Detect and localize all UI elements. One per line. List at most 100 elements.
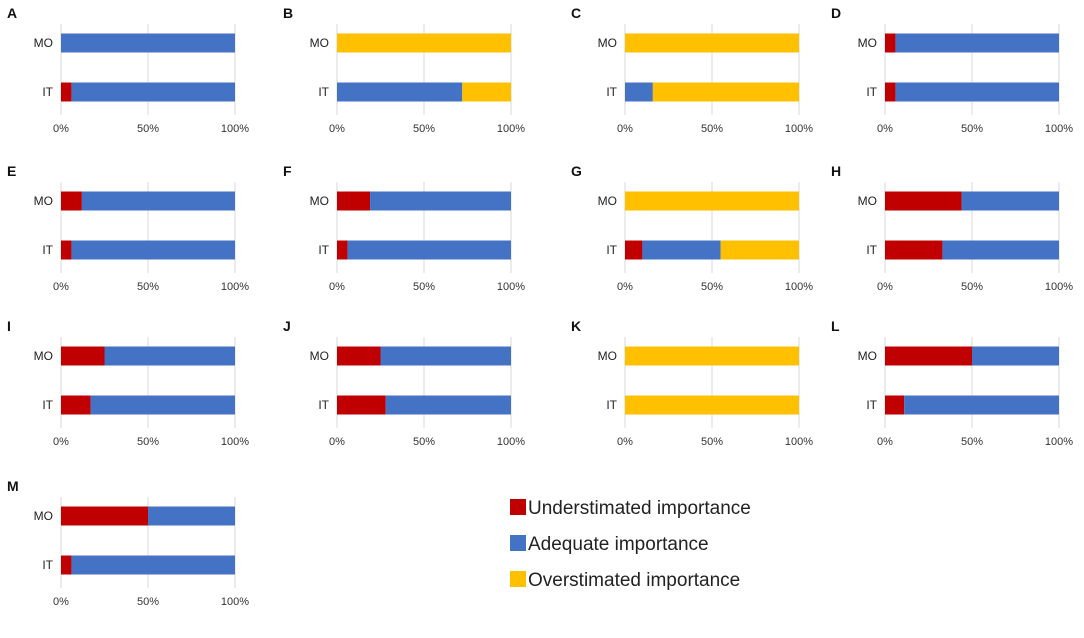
bar-segment-adequate-mo [61, 33, 235, 53]
x-tick-label: 50% [413, 436, 435, 448]
bar-segment-understimated-mo [61, 346, 105, 366]
legend-label-overestimated: Overstimated importance [528, 570, 740, 591]
panel-letter: B [283, 5, 293, 21]
bar-segment-understimated-it [61, 555, 72, 575]
x-tick-label: 0% [53, 281, 69, 293]
category-label-mo: MO [598, 349, 617, 363]
panel-k: K 0% 50% 100% MO IT [571, 318, 813, 448]
x-tick-label: 0% [617, 281, 633, 293]
x-tick-label: 100% [497, 123, 525, 135]
category-label-mo: MO [34, 36, 53, 50]
panel-letter: K [571, 318, 581, 334]
x-tick-label: 50% [137, 596, 159, 608]
x-tick-label: 50% [137, 281, 159, 293]
panel-d: D 0% 50% 100% MO IT [831, 5, 1073, 135]
category-label-mo: MO [34, 349, 53, 363]
panel-g: G 0% 50% 100% MO IT [571, 163, 813, 293]
x-tick-label: 0% [877, 436, 893, 448]
bar-segment-understimated-it [337, 395, 386, 415]
bar-segment-adequate-it [90, 395, 235, 415]
bar-segment-adequate-mo [148, 506, 235, 526]
x-tick-label: 0% [329, 436, 345, 448]
category-label-it: IT [42, 558, 53, 572]
panel-letter: L [831, 318, 840, 334]
x-tick-label: 100% [1045, 436, 1073, 448]
bar-segment-adequate-it [942, 240, 1059, 260]
panel-j: J 0% 50% 100% MO IT [283, 318, 525, 448]
x-tick-label: 50% [701, 281, 723, 293]
panel-letter: G [571, 163, 582, 179]
x-tick-label: 50% [701, 123, 723, 135]
panel-letter: E [7, 163, 16, 179]
category-label-mo: MO [34, 509, 53, 523]
panel-h: H 0% 50% 100% MO IT [831, 163, 1073, 293]
panel-letter: D [831, 5, 841, 21]
x-tick-label: 50% [961, 281, 983, 293]
bar-segment-overestimated-it [462, 82, 511, 102]
x-tick-label: 100% [221, 596, 249, 608]
x-tick-label: 0% [877, 123, 893, 135]
x-tick-label: 0% [329, 123, 345, 135]
category-label-mo: MO [34, 194, 53, 208]
bar-segment-understimated-it [625, 240, 643, 260]
x-tick-label: 50% [137, 123, 159, 135]
category-label-it: IT [42, 243, 53, 257]
category-label-mo: MO [598, 36, 617, 50]
x-tick-label: 0% [53, 436, 69, 448]
bar-segment-adequate-it [71, 240, 235, 260]
panel-a: A 0% 50% 100% MO IT [7, 5, 249, 135]
bar-segment-understimated-it [337, 240, 348, 260]
bar-segment-adequate-it [71, 82, 235, 102]
bar-segment-adequate-mo [972, 346, 1059, 366]
bar-segment-adequate-it [895, 82, 1059, 102]
x-tick-label: 100% [1045, 123, 1073, 135]
x-tick-label: 100% [221, 436, 249, 448]
bar-segment-understimated-mo [61, 191, 82, 211]
x-tick-label: 50% [413, 281, 435, 293]
x-tick-label: 50% [961, 436, 983, 448]
bar-segment-overestimated-it [625, 395, 799, 415]
bar-segment-overestimated-mo [625, 191, 799, 211]
category-label-mo: MO [310, 349, 329, 363]
x-tick-label: 50% [413, 123, 435, 135]
category-label-mo: MO [858, 194, 877, 208]
category-label-it: IT [866, 398, 877, 412]
x-tick-label: 0% [53, 596, 69, 608]
panel-letter: J [283, 318, 291, 334]
bar-segment-understimated-it [885, 82, 896, 102]
bar-segment-adequate-it [904, 395, 1059, 415]
category-label-mo: MO [858, 349, 877, 363]
panel-letter: C [571, 5, 581, 21]
panel-l: L 0% 50% 100% MO IT [831, 318, 1073, 448]
bar-segment-adequate-mo [961, 191, 1059, 211]
bar-segment-understimated-it [61, 82, 72, 102]
legend-swatch-understimated [510, 499, 526, 515]
panel-letter: I [7, 318, 11, 334]
bar-segment-adequate-it [385, 395, 511, 415]
legend-label-adequate: Adequate importance [528, 534, 709, 555]
legend-swatch-overestimated [510, 571, 526, 587]
x-tick-label: 0% [329, 281, 345, 293]
bar-segment-understimated-it [885, 240, 943, 260]
bar-segment-adequate-mo [81, 191, 235, 211]
x-tick-label: 0% [53, 123, 69, 135]
x-tick-label: 100% [221, 123, 249, 135]
category-label-mo: MO [598, 194, 617, 208]
category-label-it: IT [42, 398, 53, 412]
panel-e: E 0% 50% 100% MO IT [7, 163, 249, 293]
bar-segment-understimated-mo [337, 346, 381, 366]
bar-segment-understimated-mo [885, 346, 972, 366]
panel-letter: A [7, 5, 17, 21]
bar-segment-adequate-it [71, 555, 235, 575]
bar-segment-overestimated-mo [625, 346, 799, 366]
x-tick-label: 50% [961, 123, 983, 135]
bar-segment-understimated-mo [885, 33, 896, 53]
category-label-it: IT [866, 243, 877, 257]
bar-segment-understimated-mo [337, 191, 371, 211]
bar-segment-understimated-it [61, 240, 72, 260]
category-label-mo: MO [858, 36, 877, 50]
bar-segment-understimated-mo [61, 506, 148, 526]
legend-label-understimated: Understimated importance [528, 498, 751, 519]
